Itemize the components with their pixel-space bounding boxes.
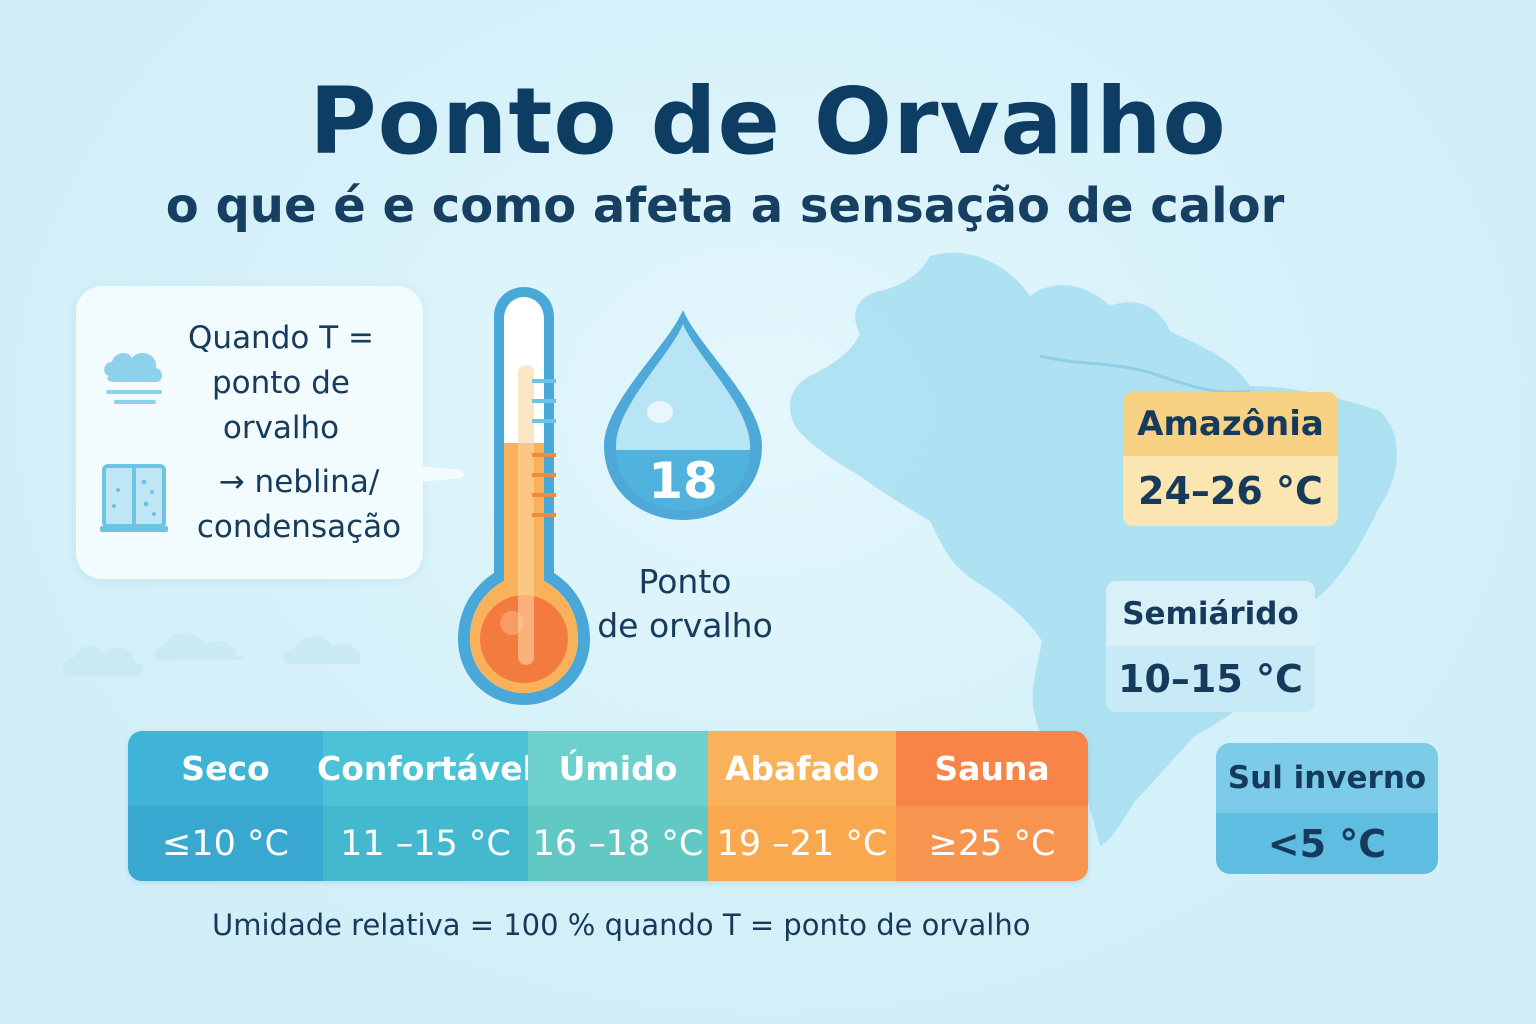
- dew-point-value: 18: [648, 452, 718, 510]
- fog-cloud-icon: [104, 353, 162, 404]
- scale-segment-seco: Seco ≤10 °C: [128, 731, 323, 881]
- info-line-2: → neblina/ condensação: [196, 464, 402, 545]
- dew-point-label: Ponto de orvalho: [597, 562, 773, 645]
- region-name: Amazônia: [1123, 392, 1338, 456]
- scale-range: 11 –15 °C: [323, 806, 528, 881]
- thermometer-icon: [458, 287, 590, 705]
- scale-name: Abafado: [724, 749, 880, 788]
- info-card: Quando T = ponto de orvalho → neblina/ c…: [76, 286, 464, 579]
- region-amazonia: Amazônia 24–26 °C: [1123, 392, 1338, 526]
- region-sul-inverno: Sul inverno <5 °C: [1216, 743, 1438, 874]
- scale-segment-abafado: Abafado 19 –21 °C: [708, 731, 896, 881]
- region-range: 24–26 °C: [1123, 456, 1338, 526]
- page-subtitle: o que é e como afeta a sensação de calor: [165, 178, 1285, 234]
- scale-range: 16 –18 °C: [528, 806, 708, 881]
- region-range: <5 °C: [1216, 813, 1438, 874]
- dew-point-scale: Seco ≤10 °C Confortável 11 –15 °C Úmido …: [128, 731, 1088, 881]
- scale-name: Confortável: [317, 749, 534, 788]
- card-pointer: [421, 466, 464, 482]
- info-line-1: Quando T = ponto de orvalho: [188, 320, 374, 446]
- scale-range: 19 –21 °C: [708, 806, 896, 881]
- scale-name: Úmido: [558, 749, 678, 788]
- region-range: 10–15 °C: [1106, 646, 1315, 712]
- region-semiarido: Semiárido 10–15 °C: [1106, 581, 1315, 712]
- water-drop-icon: [604, 310, 762, 520]
- footnote: Umidade relativa = 100 % quando T = pont…: [212, 908, 1031, 942]
- scale-name: Seco: [181, 749, 270, 788]
- region-name: Semiárido: [1106, 581, 1315, 646]
- scale-name: Sauna: [934, 749, 1050, 788]
- scale-segment-sauna: Sauna ≥25 °C: [896, 731, 1088, 881]
- scale-range: ≤10 °C: [128, 806, 323, 881]
- page-title: Ponto de Orvalho: [309, 68, 1227, 175]
- decorative-clouds: [62, 632, 361, 676]
- region-name: Sul inverno: [1216, 743, 1438, 813]
- scale-segment-umido: Úmido 16 –18 °C: [528, 731, 708, 881]
- window-condensation-icon: [100, 464, 168, 532]
- scale-range: ≥25 °C: [896, 806, 1088, 881]
- scale-segment-confortavel: Confortável 11 –15 °C: [317, 731, 534, 881]
